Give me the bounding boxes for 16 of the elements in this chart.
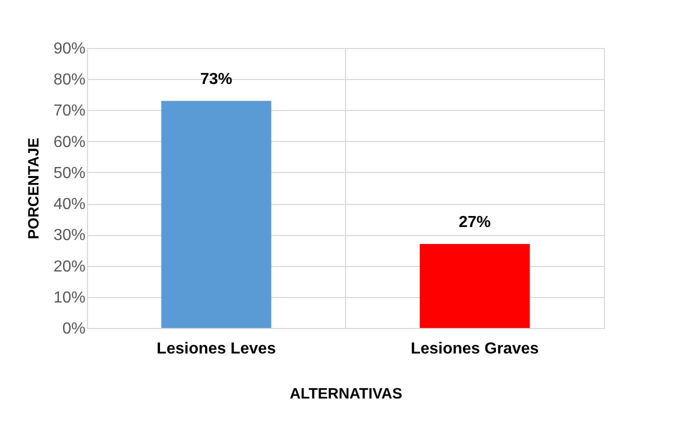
y-tick-label: 60% [53, 134, 86, 151]
y-tick-label: 20% [53, 258, 86, 276]
y-tick-label: 70% [53, 102, 86, 120]
data-label: 73% [200, 70, 232, 88]
y-tick-label: 80% [53, 72, 86, 89]
y-tick-label: 0% [62, 320, 86, 338]
y-tick-label: 30% [53, 227, 86, 244]
y-tick-label: 90% [53, 40, 86, 58]
x-tick-label: Lesiones Leves [156, 340, 276, 358]
x-tick-label: Lesiones Graves [410, 340, 539, 358]
y-axis-title: PORCENTAJE [25, 138, 42, 240]
x-axis-title: ALTERNATIVAS [290, 386, 402, 402]
data-label: 27% [458, 214, 491, 231]
y-tick-label: 40% [53, 196, 86, 214]
y-tick-label: 10% [53, 289, 86, 306]
y-tick-label: 50% [53, 164, 86, 182]
